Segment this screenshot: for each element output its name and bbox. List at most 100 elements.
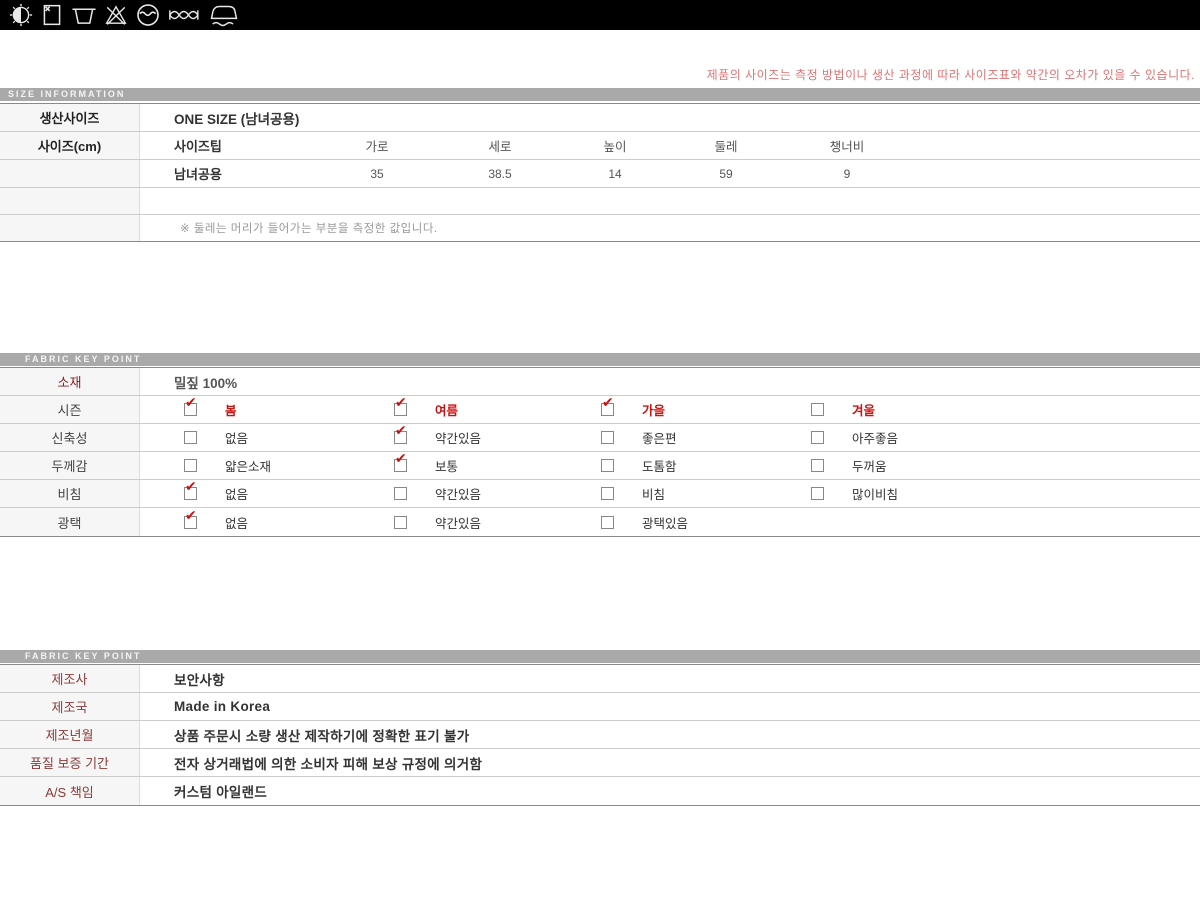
manufacture-date-value: 상품 주문시 소량 생산 제작하기에 정확한 표기 불가 — [174, 728, 470, 744]
table-row-empty — [0, 188, 1200, 215]
elasticity-slight-option: 약간있음 — [394, 423, 601, 447]
thickness-thick-option: 두꺼움 — [811, 456, 1200, 475]
elasticity-none-option: 없음 — [184, 428, 394, 447]
checkbox[interactable] — [394, 451, 407, 472]
checkbox[interactable] — [394, 395, 407, 416]
season-summer-option: 여름 — [394, 395, 601, 419]
checkbox[interactable] — [601, 515, 614, 529]
size-value-width: 35 — [370, 166, 384, 181]
checkbox[interactable] — [601, 459, 614, 472]
info-section-header: FABRIC KEY POINT — [0, 650, 1200, 663]
table-row: 광택 없음 약간있음 광택있음 — [0, 508, 1200, 536]
gloss-label: 광택 — [0, 508, 140, 536]
size-value-height: 14 — [608, 166, 622, 181]
no-bleach-icon — [102, 1, 130, 29]
checkbox[interactable] — [184, 479, 197, 500]
as-responsibility-value: 커스텀 아일랜드 — [174, 785, 268, 800]
production-size-value: ONE SIZE (남녀공용) — [174, 111, 300, 127]
no-wring-icon — [166, 1, 204, 29]
checkbox[interactable] — [184, 431, 197, 444]
sheerness-label: 비침 — [0, 480, 140, 507]
table-row: 신축성 없음 약간있음 좋은편 아주좋음 — [0, 423, 1200, 452]
size-information-header: SIZE INFORMATION — [0, 88, 1200, 101]
sun-dry-icon — [7, 1, 35, 29]
column-header-brim: 챙너비 — [829, 140, 865, 154]
checkbox[interactable] — [601, 431, 614, 444]
production-size-label: 생산사이즈 — [0, 104, 140, 131]
elasticity-verygood-option: 아주좋음 — [811, 428, 1200, 447]
table-row: 제조년월 상품 주문시 소량 생산 제작하기에 정확한 표기 불가 — [0, 721, 1200, 749]
size-tolerance-notice: 제품의 사이즈는 측정 방법이나 생산 과정에 따라 사이즈표와 약간의 오차가… — [706, 68, 1195, 82]
table-row: 시즌 봄 여름 가을 겨울 — [0, 395, 1200, 424]
care-symbol-bar — [0, 0, 1200, 30]
dry-clean-circle-icon — [133, 0, 163, 30]
warranty-label: 품질 보증 기간 — [0, 749, 140, 776]
table-row: 남녀공용 35 38.5 14 59 9 — [0, 160, 1200, 188]
table-row: A/S 책임 커스텀 아일랜드 — [0, 777, 1200, 805]
table-row: ※ 둘레는 머리가 들어가는 부분을 측정한 값입니다. — [0, 215, 1200, 241]
country-label: 제조국 — [0, 693, 140, 720]
gloss-none-option: 없음 — [184, 508, 394, 532]
material-value: 밀짚 100% — [174, 375, 238, 391]
manufacturer-value: 보안사항 — [174, 672, 225, 688]
season-spring-option: 봄 — [184, 395, 394, 419]
gloss-slight-option: 약간있음 — [394, 513, 601, 532]
checkbox[interactable] — [184, 508, 197, 529]
checkbox[interactable] — [811, 431, 824, 444]
season-label: 시즌 — [0, 396, 140, 423]
as-responsibility-label: A/S 책임 — [0, 777, 140, 805]
table-row: 사이즈(cm) 사이즈팁 가로 세로 높이 둘레 챙너비 — [0, 132, 1200, 160]
size-row-label: 남녀공용 — [174, 167, 222, 182]
checkbox[interactable] — [601, 395, 614, 416]
checkbox[interactable] — [394, 515, 407, 529]
material-label: 소재 — [0, 368, 140, 395]
size-table: 생산사이즈 ONE SIZE (남녀공용) 사이즈(cm) 사이즈팁 가로 세로… — [0, 103, 1200, 242]
table-row: 소재 밀짚 100% — [0, 368, 1200, 396]
tumble-dry-icon — [38, 1, 66, 29]
country-value: Made in Korea — [174, 699, 271, 714]
gloss-glossy-option: 광택있음 — [601, 513, 811, 532]
sheer-slight-option: 약간있음 — [394, 484, 601, 503]
thickness-label: 두께감 — [0, 452, 140, 479]
iron-icon — [207, 0, 241, 30]
table-row: 제조사 보안사항 — [0, 665, 1200, 693]
size-value-brim: 9 — [843, 166, 851, 181]
checkbox[interactable] — [184, 459, 197, 472]
manufacturer-label: 제조사 — [0, 665, 140, 692]
checkbox[interactable] — [184, 395, 197, 416]
fabric-table: 소재 밀짚 100% 시즌 봄 여름 가을 — [0, 367, 1200, 537]
table-row: 품질 보증 기간 전자 상거래법에 의한 소비자 피해 보상 규정에 의거함 — [0, 749, 1200, 777]
season-fall-option: 가을 — [601, 395, 811, 419]
table-row: 생산사이즈 ONE SIZE (남녀공용) — [0, 104, 1200, 132]
elasticity-good-option: 좋은편 — [601, 428, 811, 447]
table-row: 두께감 얇은소재 보통 도톰함 두꺼움 — [0, 451, 1200, 480]
column-header-length: 세로 — [488, 140, 512, 154]
thickness-thickish-option: 도톰함 — [601, 456, 811, 475]
sheer-none-option: 없음 — [184, 479, 394, 503]
fabric-key-point-header: FABRIC KEY POINT — [0, 353, 1200, 366]
checkbox[interactable] — [811, 487, 824, 500]
manufacture-date-label: 제조년월 — [0, 721, 140, 748]
sheer-sheer-option: 비침 — [601, 484, 811, 503]
sheer-very-option: 많이비침 — [811, 484, 1200, 503]
checkbox[interactable] — [601, 487, 614, 500]
size-value-length: 38.5 — [488, 166, 512, 181]
warranty-value: 전자 상거래법에 의한 소비자 피해 보상 규정에 의거함 — [174, 756, 483, 772]
checkbox[interactable] — [811, 459, 824, 472]
table-row: 비침 없음 약간있음 비침 많이비침 — [0, 479, 1200, 508]
column-header-circumference: 둘레 — [714, 140, 738, 154]
size-cm-label: 사이즈(cm) — [0, 132, 140, 159]
checkbox[interactable] — [394, 423, 407, 444]
hand-wash-tub-icon — [69, 1, 99, 29]
column-header-height: 높이 — [603, 140, 627, 154]
thickness-normal-option: 보통 — [394, 451, 601, 475]
table-row: 제조국 Made in Korea — [0, 693, 1200, 721]
season-winter-option: 겨울 — [811, 400, 1200, 419]
measurement-note: ※ 둘레는 머리가 들어가는 부분을 측정한 값입니다. — [180, 223, 438, 235]
column-header-size-tip: 사이즈팁 — [174, 139, 222, 154]
checkbox[interactable] — [811, 403, 824, 416]
column-header-width: 가로 — [365, 140, 389, 154]
checkbox[interactable] — [394, 487, 407, 500]
size-value-circumference: 59 — [719, 166, 733, 181]
manufacturer-info-table: 제조사 보안사항 제조국 Made in Korea 제조년월 상품 주문시 소… — [0, 664, 1200, 806]
